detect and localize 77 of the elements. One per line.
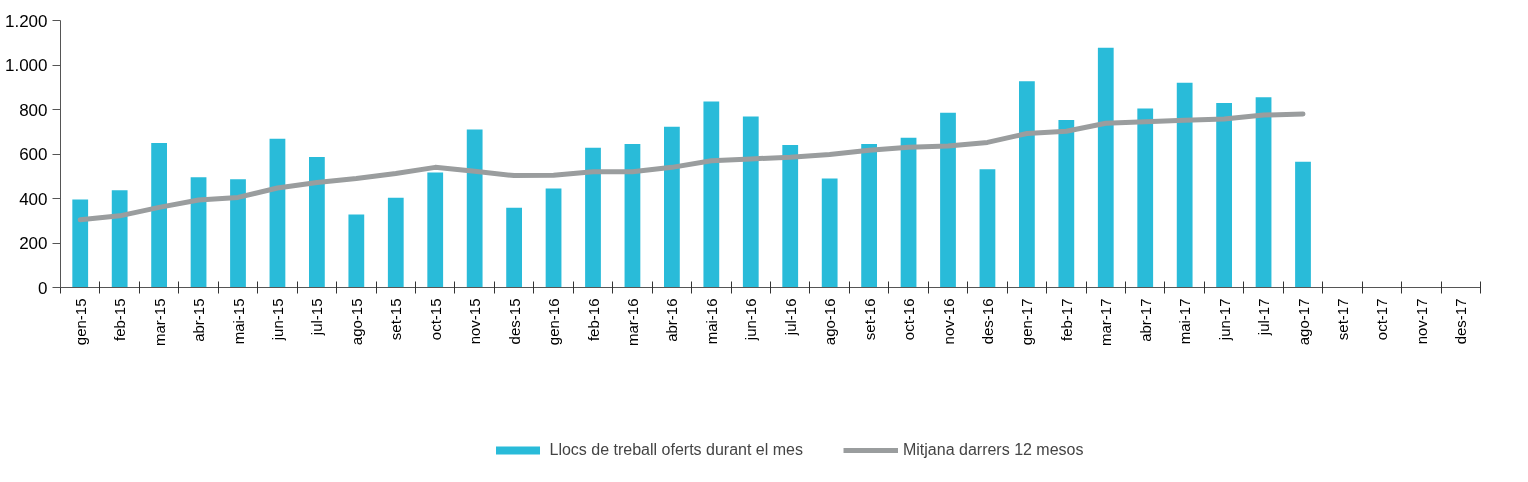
y-tick-label: 400	[19, 189, 48, 209]
x-tick-label: mai-17	[1176, 298, 1194, 345]
x-tick-label: jun-15	[268, 298, 286, 342]
x-tick-label: oct-15	[426, 298, 444, 341]
x-tick-label: gen-16	[545, 298, 563, 346]
bar	[940, 112, 956, 288]
legend-label: Llocs de treball oferts durant el mes	[549, 441, 803, 459]
bar	[545, 188, 562, 288]
bar	[742, 116, 759, 288]
y-tick-label: 1.000	[4, 56, 48, 75]
bar	[387, 197, 404, 288]
x-tick-label: abr-15	[190, 298, 208, 342]
x-tick-label: oct-16	[900, 298, 918, 341]
x-tick-label: set-17	[1333, 298, 1351, 341]
x-tick-label: set-15	[387, 298, 405, 341]
bar	[1295, 161, 1311, 288]
x-tick-label: nov-15	[466, 298, 484, 345]
x-tick-label: mar-15	[150, 298, 168, 347]
x-tick-label: oct-17	[1373, 298, 1391, 341]
bar	[821, 178, 838, 288]
x-tick-label: feb-15	[111, 298, 129, 342]
bar	[664, 126, 680, 288]
x-tick-label: mai-16	[702, 298, 720, 345]
bar	[309, 156, 325, 288]
bar	[585, 147, 601, 288]
x-tick-label: ago-17	[1294, 298, 1312, 346]
bar	[72, 199, 89, 288]
x-tick-label: mai-15	[229, 298, 247, 345]
legend-label: Mitjana darrers 12 mesos	[902, 441, 1084, 459]
x-tick-label: nov-17	[1412, 298, 1430, 345]
bar	[427, 172, 444, 288]
y-tick-label: 1.200	[4, 11, 48, 31]
bar	[861, 143, 877, 288]
x-tick-label: jun-16	[742, 298, 760, 342]
y-tick-label: 0	[38, 278, 48, 298]
bar	[348, 214, 365, 288]
x-tick-label: jul-15	[308, 298, 326, 337]
x-tick-label: des-17	[1452, 298, 1470, 345]
x-tick-label: gen-15	[71, 298, 89, 346]
bar	[1097, 47, 1114, 288]
x-tick-label: feb-16	[584, 298, 602, 342]
x-tick-label: feb-17	[1057, 298, 1075, 342]
bar	[979, 169, 996, 288]
x-tick-label: jul-17	[1255, 298, 1273, 337]
y-tick-label: 800	[19, 100, 48, 120]
x-tick-label: des-16	[978, 298, 996, 345]
bar	[190, 177, 207, 288]
bar	[506, 207, 522, 288]
y-tick-label: 600	[19, 145, 48, 164]
bar	[111, 190, 128, 288]
x-tick-label: mar-16	[623, 298, 641, 347]
x-tick-label: set-16	[860, 298, 878, 341]
bar	[1137, 108, 1154, 288]
bar	[900, 137, 917, 288]
bar	[1216, 103, 1232, 288]
x-tick-label: jul-16	[781, 298, 799, 337]
bar	[269, 138, 286, 288]
bar	[230, 179, 246, 288]
x-tick-label: gen-17	[1018, 298, 1036, 346]
bar	[1058, 119, 1075, 288]
bar	[466, 129, 483, 288]
bar	[151, 142, 167, 288]
x-tick-label: des-15	[505, 298, 523, 345]
bar	[1255, 97, 1272, 288]
x-tick-label: nov-16	[939, 298, 957, 345]
bar	[624, 143, 641, 288]
bar	[1019, 81, 1035, 288]
bar	[703, 101, 720, 288]
x-tick-label: ago-16	[821, 298, 839, 346]
bar	[782, 144, 799, 288]
bar	[1176, 82, 1193, 288]
x-tick-label: mar-17	[1097, 298, 1115, 347]
x-tick-label: abr-16	[663, 298, 681, 342]
x-tick-label: ago-15	[347, 298, 365, 346]
y-tick-label: 200	[19, 234, 48, 253]
x-tick-label: abr-17	[1136, 298, 1154, 342]
x-tick-label: jun-17	[1215, 298, 1233, 342]
